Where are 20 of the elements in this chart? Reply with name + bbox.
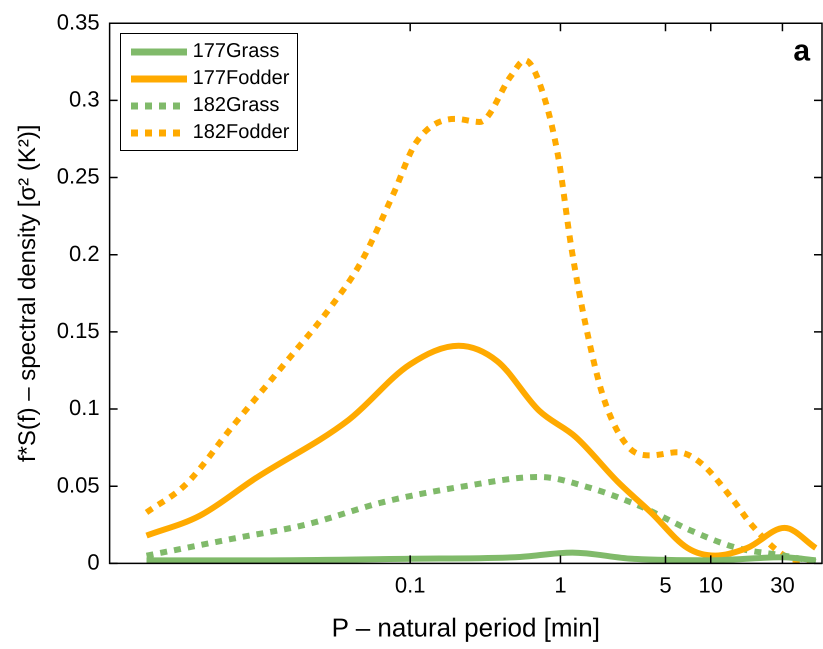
y-tick-label: 0.05 (56, 472, 100, 498)
y-tick-label: 0.1 (69, 395, 100, 420)
x-tick-label: 5 (659, 572, 672, 598)
legend-label: 182Grass (192, 94, 280, 118)
legend-label: 177Grass (192, 40, 280, 64)
y-tick-label: 0.35 (56, 9, 100, 34)
x-tick-label: 0.1 (394, 572, 426, 598)
x-tick-label: 1 (554, 572, 567, 598)
x-tick-label: 30 (770, 572, 795, 598)
x-tick-label: 10 (698, 572, 723, 598)
legend-label: 182Fodder (192, 121, 290, 144)
y-tick-label: 0.15 (56, 318, 100, 343)
legend-label: 177Fodder (192, 67, 290, 90)
y-tick-label: 0 (87, 549, 100, 574)
annotation: a (793, 34, 810, 68)
x-axis-title: P – natural period [min] (332, 612, 600, 643)
y-tick-label: 0.3 (69, 86, 100, 112)
y-axis-title: f*S(f) – spectral density [σ² (K²)] (14, 124, 42, 462)
y-tick-label: 0.25 (56, 164, 100, 189)
y-tick-label: 0.2 (69, 240, 100, 266)
